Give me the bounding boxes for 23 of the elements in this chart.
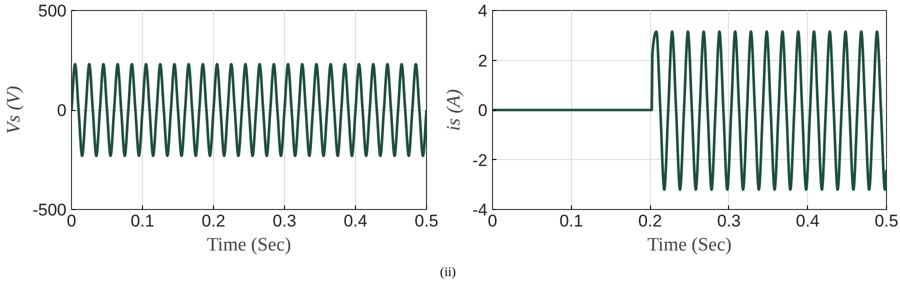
x-tick-label: 0.5 <box>874 212 898 230</box>
y-tick-label: 0 <box>478 101 488 120</box>
x-axis-title: Time (Sec) <box>206 234 292 256</box>
x-tick-label: 0.3 <box>272 212 296 230</box>
x-tick-label: 0.2 <box>638 212 662 230</box>
y-tick-label: 500 <box>38 2 67 20</box>
x-tick-label: 0.3 <box>717 212 741 230</box>
y-axis-title: Vs (V) <box>3 86 24 134</box>
x-tick-label: 0.2 <box>202 212 226 230</box>
y-tick-label: -4 <box>472 200 488 220</box>
y-tick-label: 4 <box>478 2 488 20</box>
y-tick-label: -500 <box>32 200 67 220</box>
text: (ii) <box>440 263 456 281</box>
y-tick-label: 2 <box>478 51 488 70</box>
x-tick-label: 0.4 <box>344 212 368 230</box>
y-axis-title: is (A) <box>443 89 464 131</box>
x-axis-title: Time (Sec) <box>647 234 732 256</box>
x-tick-label: 0.1 <box>559 212 584 230</box>
x-tick-label: 0.4 <box>796 212 820 230</box>
y-tick-label: 0 <box>57 101 67 120</box>
x-tick-label: 0.5 <box>414 212 438 230</box>
x-tick-label: 0.1 <box>130 212 154 230</box>
y-tick-label: -2 <box>472 150 488 170</box>
